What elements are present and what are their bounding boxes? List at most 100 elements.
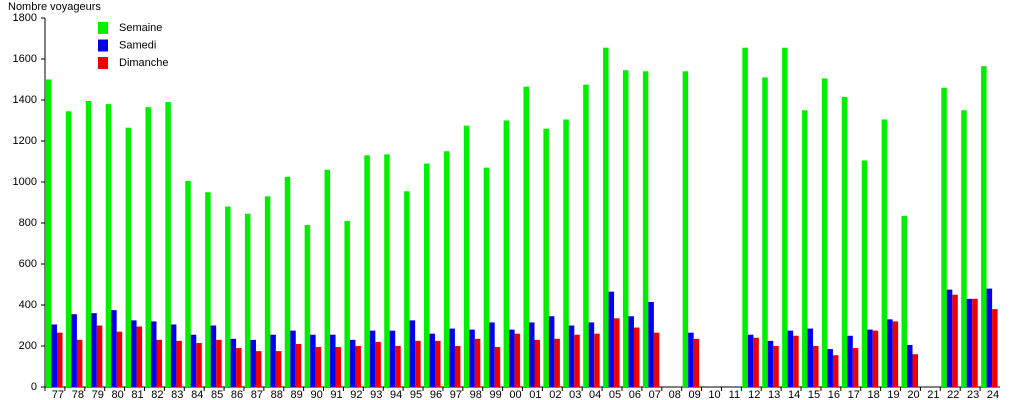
- x-tick-label: 08: [669, 389, 681, 400]
- y-tick-label: 1600: [13, 53, 37, 65]
- bar: [881, 119, 888, 387]
- x-tick-label: 00: [509, 389, 521, 400]
- bar: [404, 191, 410, 387]
- bar: [762, 77, 768, 387]
- bar: [688, 332, 694, 387]
- x-tick-label: 83: [171, 389, 183, 400]
- bar: [176, 340, 182, 387]
- bar: [57, 332, 63, 387]
- x-tick-label: 12: [748, 389, 760, 400]
- bar: [310, 334, 316, 387]
- x-tick-label: 18: [868, 389, 880, 400]
- bar: [424, 163, 430, 387]
- bar: [290, 330, 296, 387]
- bar: [85, 101, 92, 388]
- bar: [901, 215, 908, 387]
- bar: [474, 338, 481, 387]
- bar: [793, 335, 799, 387]
- bar: [415, 340, 421, 387]
- bar: [841, 96, 848, 388]
- bar: [156, 339, 162, 387]
- bar: [986, 288, 993, 387]
- bar: [384, 154, 390, 387]
- y-axis-label: Nombre voyageurs: [8, 1, 101, 13]
- y-tick-label: 800: [19, 217, 37, 229]
- x-tick-label: 87: [251, 389, 263, 400]
- bar: [145, 107, 151, 388]
- bar: [503, 120, 510, 387]
- bar: [588, 322, 595, 387]
- x-tick-label: 79: [92, 389, 104, 400]
- bar: [693, 338, 700, 387]
- bar: [608, 291, 615, 387]
- bar: [150, 321, 157, 387]
- x-tick-label: 15: [808, 389, 820, 400]
- bar: [534, 339, 540, 387]
- bar: [813, 346, 819, 387]
- bar: [409, 320, 416, 387]
- bar: [210, 325, 217, 387]
- bar: [225, 206, 231, 387]
- bar: [250, 339, 256, 387]
- bar: [622, 70, 629, 388]
- x-tick-label: 24: [987, 389, 999, 400]
- x-tick-label: 99: [490, 389, 502, 400]
- bar: [992, 309, 998, 387]
- x-tick-label: 77: [52, 389, 64, 400]
- y-tick-label: 400: [19, 299, 37, 311]
- bar: [469, 329, 475, 387]
- x-tick-label: 89: [291, 389, 303, 400]
- x-tick-label: 19: [887, 389, 899, 400]
- x-tick-label: 06: [629, 389, 641, 400]
- legend-swatch: [98, 57, 108, 69]
- bar: [131, 320, 137, 387]
- x-tick-label: 20: [907, 389, 919, 400]
- x-tick-label: 88: [271, 389, 283, 400]
- bar: [190, 334, 197, 387]
- x-tick-label: 84: [191, 389, 203, 400]
- bar: [264, 196, 271, 387]
- bar: [255, 351, 262, 387]
- x-tick-label: 17: [848, 389, 860, 400]
- legend-label: Semaine: [119, 22, 162, 34]
- bar: [787, 330, 794, 387]
- bar: [807, 328, 814, 387]
- bar: [364, 155, 370, 387]
- bar: [603, 47, 609, 387]
- legend-label: Samedi: [119, 39, 156, 51]
- y-tick-label: 1000: [13, 176, 37, 188]
- bar: [443, 151, 450, 387]
- x-tick-label: 90: [310, 389, 322, 400]
- x-tick-label: 10: [708, 389, 720, 400]
- bar: [389, 330, 396, 387]
- x-tick-label: 03: [569, 389, 581, 400]
- bar: [642, 71, 649, 388]
- bar: [946, 289, 953, 387]
- bar: [489, 322, 495, 387]
- x-tick-label: 82: [151, 389, 163, 400]
- bar: [682, 71, 689, 388]
- bar: [742, 47, 748, 387]
- x-tick-label: 97: [450, 389, 462, 400]
- x-tick-label: 80: [111, 389, 123, 400]
- x-tick-label: 92: [350, 389, 362, 400]
- bar: [747, 334, 754, 387]
- bar: [165, 102, 171, 388]
- x-tick-label: 94: [390, 389, 402, 400]
- bar: [71, 314, 77, 387]
- bar: [509, 329, 515, 387]
- bar: [767, 340, 774, 387]
- bar: [304, 225, 311, 387]
- bar: [892, 321, 899, 387]
- bar: [375, 341, 381, 387]
- x-tick-label: 95: [410, 389, 422, 400]
- bar: [648, 301, 654, 387]
- bar: [568, 325, 575, 387]
- bar: [275, 351, 282, 387]
- bar: [523, 86, 529, 388]
- x-tick-label: 93: [370, 389, 382, 400]
- bar: [543, 128, 549, 387]
- bar: [961, 110, 967, 387]
- bar: [395, 346, 401, 387]
